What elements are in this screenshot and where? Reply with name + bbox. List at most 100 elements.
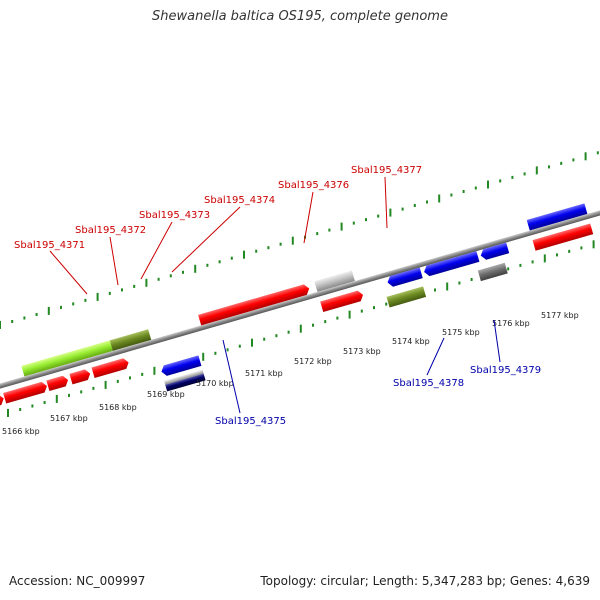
gene-label: Sbal195_4378 xyxy=(393,378,464,389)
minor-tick xyxy=(373,306,375,310)
scale-label: 5174 kbp xyxy=(392,337,430,346)
minor-tick xyxy=(263,337,266,341)
minor-tick xyxy=(385,302,388,306)
gene-feature xyxy=(109,329,152,351)
minor-tick xyxy=(218,260,221,264)
gene-label: Sbal195_4376 xyxy=(278,180,349,191)
gene-feature xyxy=(3,381,47,404)
major-tick xyxy=(96,292,99,301)
major-tick xyxy=(145,278,148,287)
minor-tick xyxy=(352,221,355,225)
gene-feature xyxy=(69,369,91,385)
minor-tick xyxy=(434,288,436,292)
minor-tick xyxy=(360,309,363,313)
minor-tick xyxy=(267,246,270,250)
minor-tick xyxy=(462,190,465,193)
gene-feature xyxy=(165,373,206,392)
minor-tick xyxy=(507,267,510,271)
minor-tick xyxy=(580,246,583,250)
minor-tick xyxy=(255,249,258,253)
scale-label: 5168 kbp xyxy=(99,403,137,412)
minor-tick xyxy=(35,313,38,316)
gene-feature xyxy=(164,369,204,385)
major-tick xyxy=(104,380,107,389)
minor-tick xyxy=(523,172,526,176)
minor-tick xyxy=(401,207,404,211)
minor-tick xyxy=(157,277,160,281)
major-tick xyxy=(543,254,546,263)
major-tick xyxy=(194,264,197,273)
gene-feature xyxy=(424,251,480,277)
minor-tick xyxy=(556,253,558,257)
gene-label: Sbal195_4375 xyxy=(215,416,286,427)
scale-label: 5172 kbp xyxy=(294,357,332,366)
minor-tick xyxy=(316,232,319,236)
minor-tick xyxy=(121,288,123,292)
major-tick xyxy=(389,208,392,217)
minor-tick xyxy=(80,390,83,394)
map-title: Shewanella baltica OS195, complete genom… xyxy=(152,9,448,24)
genome-backbone xyxy=(0,197,600,402)
minor-tick xyxy=(60,305,62,309)
gene-feature xyxy=(386,286,427,308)
minor-tick xyxy=(23,316,26,320)
minor-tick xyxy=(458,281,461,285)
minor-tick xyxy=(365,218,367,222)
accession-label: Accession: NC_009997 xyxy=(9,574,146,588)
major-tick xyxy=(340,222,343,231)
major-tick xyxy=(47,306,50,315)
minor-tick xyxy=(519,263,522,267)
minor-tick xyxy=(287,330,290,334)
major-tick xyxy=(438,194,441,203)
scale-labels: 5166 kbp 5167 kbp 5168 kbp 5169 kbp 5170… xyxy=(2,311,579,436)
forward-strand-genes xyxy=(0,203,594,409)
minor-tick xyxy=(11,320,14,323)
minor-tick xyxy=(499,179,502,183)
minor-tick xyxy=(230,256,233,260)
minor-tick xyxy=(116,379,119,383)
minor-tick xyxy=(548,165,550,169)
minor-tick xyxy=(169,274,172,278)
minor-tick xyxy=(238,344,241,348)
gene-labels: Sbal195_4371 Sbal195_4372 Sbal195_4373 S… xyxy=(14,165,541,427)
major-tick xyxy=(584,152,587,161)
minor-tick xyxy=(413,204,416,207)
gene-feature xyxy=(21,340,113,377)
minor-tick xyxy=(336,316,339,320)
minor-tick xyxy=(450,193,453,197)
scale-label: 5173 kbp xyxy=(343,347,381,356)
minor-tick xyxy=(31,404,34,408)
scale-ticks-inner xyxy=(7,240,595,417)
minor-tick xyxy=(572,158,575,162)
minor-tick xyxy=(206,263,209,267)
minor-tick xyxy=(72,302,75,306)
major-tick xyxy=(55,394,58,403)
minor-tick xyxy=(92,386,95,390)
minor-tick xyxy=(68,393,70,397)
gene-feature xyxy=(198,284,310,326)
major-tick xyxy=(299,324,302,333)
minor-tick xyxy=(474,186,477,190)
major-tick xyxy=(348,310,351,319)
gene-label: Sbal195_4373 xyxy=(139,210,210,221)
minor-tick xyxy=(568,249,571,253)
minor-tick xyxy=(19,408,22,411)
gene-feature xyxy=(477,262,508,282)
major-tick xyxy=(291,236,294,245)
minor-tick xyxy=(596,151,599,155)
minor-tick xyxy=(108,291,111,295)
minor-tick xyxy=(84,298,87,302)
major-tick xyxy=(487,180,489,189)
minor-tick xyxy=(133,284,136,288)
minor-tick xyxy=(560,161,563,165)
reverse-strand-genes xyxy=(161,242,510,392)
major-tick xyxy=(251,338,253,347)
gene-label: Sbal195_4374 xyxy=(204,195,275,206)
minor-tick xyxy=(43,401,46,404)
gene-feature xyxy=(314,270,355,292)
label-leaders xyxy=(49,176,501,414)
major-tick xyxy=(535,166,538,175)
scale-label: 5177 kbp xyxy=(541,311,579,320)
gene-feature xyxy=(320,290,364,313)
